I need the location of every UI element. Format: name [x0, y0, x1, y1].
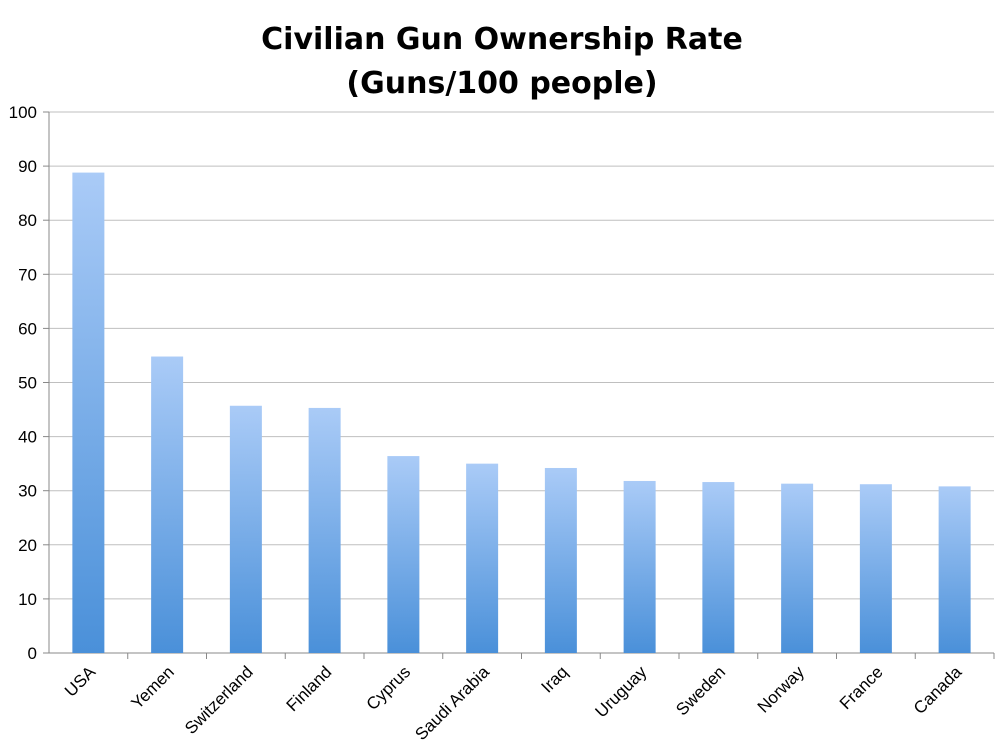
x-tick-label: Uruguay	[592, 662, 651, 721]
bar-switzerland	[229, 405, 262, 653]
x-tick-label: Norway	[754, 662, 809, 717]
y-tick-label: 20	[18, 536, 37, 555]
bar-finland	[308, 407, 341, 653]
y-tick-label: 50	[18, 374, 37, 393]
x-tick-label: Iraq	[538, 662, 572, 696]
x-tick-label: Finland	[283, 662, 336, 715]
bar-cyprus	[387, 456, 420, 653]
bar-canada	[938, 486, 971, 653]
chart-subtitle: (Guns/100 people)	[346, 66, 658, 101]
axes	[43, 111, 995, 659]
y-tick-label: 40	[18, 428, 37, 447]
gridlines	[49, 111, 994, 600]
y-tick-label: 70	[18, 265, 37, 284]
bar-france	[859, 484, 892, 653]
x-tick-label: Switzerland	[181, 662, 257, 738]
chart-title-line1: Civilian Gun Ownership Rate	[261, 22, 743, 57]
x-tick-label: Cyprus	[363, 662, 415, 714]
y-tick-label: 90	[18, 157, 37, 176]
x-tick-label: France	[836, 662, 887, 713]
bar-iraq	[544, 467, 577, 653]
x-tick-label: Yemen	[128, 662, 178, 712]
y-tick-label: 60	[18, 319, 37, 338]
y-tick-label: 10	[18, 590, 37, 609]
bar-uruguay	[623, 480, 656, 653]
bar-sweden	[702, 482, 735, 653]
x-tick-label: Saudi Arabia	[411, 662, 493, 744]
y-tick-label: 0	[28, 644, 37, 663]
bar-norway	[781, 483, 814, 653]
x-tick-label: Canada	[910, 662, 966, 718]
bar-yemen	[151, 356, 184, 653]
x-tick-label: USA	[61, 662, 100, 701]
y-tick-label: 100	[9, 103, 37, 122]
x-tick-label: Sweden	[672, 662, 729, 719]
bar-saudi-arabia	[466, 463, 499, 653]
bars	[72, 172, 971, 654]
y-tick-label: 80	[18, 211, 37, 230]
chart-title: Civilian Gun Ownership Rate (Guns/100 pe…	[0, 18, 1004, 106]
bar-usa	[72, 172, 105, 654]
y-tick-label: 30	[18, 482, 37, 501]
